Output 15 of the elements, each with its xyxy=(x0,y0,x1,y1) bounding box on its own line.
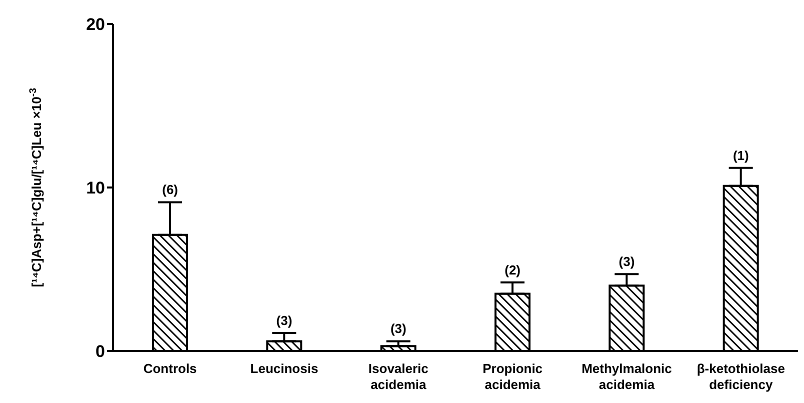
annotation: (1) xyxy=(732,148,749,163)
x-tick-label: Propionic acidemia xyxy=(482,361,543,392)
x-tick-label: Methylmalonic acidemia xyxy=(582,361,672,392)
annotation: (3) xyxy=(618,254,635,270)
annotation: (3) xyxy=(390,321,406,336)
y-tick-label: 10 xyxy=(86,178,105,198)
x-tick-label: Controls xyxy=(143,361,197,376)
x-tick-label: Isovaleric acidemia xyxy=(368,361,428,392)
annotation: (2) xyxy=(504,262,521,278)
x-tick-label: β-ketothiolase deficiency xyxy=(696,361,785,392)
y-tick-label: 20 xyxy=(86,15,105,34)
annotation: (6) xyxy=(162,182,178,198)
y-tick-label: 0 xyxy=(96,342,105,362)
x-tick-label: Leucinosis xyxy=(250,361,318,376)
annotation: (3) xyxy=(276,313,292,328)
